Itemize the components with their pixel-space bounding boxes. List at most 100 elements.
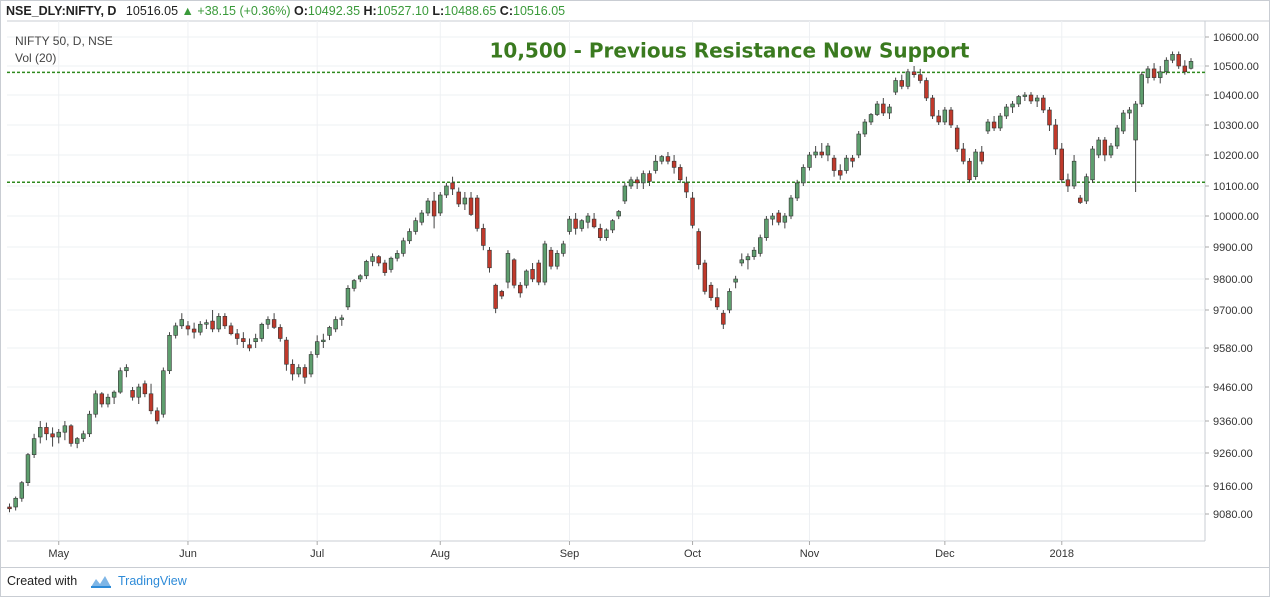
y-tick-label: 9580.00	[1213, 343, 1253, 355]
candle	[1065, 173, 1071, 192]
candle-body	[530, 269, 535, 280]
candle	[468, 192, 474, 216]
candle	[782, 213, 788, 229]
candle-body	[413, 220, 418, 232]
candle	[813, 146, 818, 159]
candle-body	[665, 156, 671, 162]
candle-body	[671, 160, 677, 168]
candle-body	[284, 339, 289, 365]
candle-body	[234, 333, 240, 339]
candle-body	[1090, 148, 1095, 181]
candle	[444, 182, 449, 198]
candle-body	[536, 262, 541, 283]
candle-body	[1047, 109, 1052, 126]
candle	[247, 338, 252, 352]
candle-body	[167, 335, 172, 372]
candle-body	[376, 256, 381, 264]
x-tick-label: Jul	[310, 548, 324, 560]
candle	[124, 364, 129, 378]
candle-body	[714, 297, 720, 308]
candle-body	[19, 482, 25, 499]
candle	[456, 187, 461, 207]
grid	[7, 20, 1269, 542]
candle-body	[1108, 145, 1114, 156]
candle	[25, 453, 31, 486]
candle	[413, 217, 418, 235]
candle	[222, 313, 228, 329]
open-label: O:	[294, 4, 308, 18]
candle	[924, 77, 929, 101]
candle-body	[31, 438, 37, 455]
candle	[7, 503, 12, 513]
time-axis[interactable]: May Jun Jul Aug Sep Oct Nov Dec 2018	[48, 541, 1074, 560]
candle	[850, 155, 855, 168]
candle	[604, 228, 609, 241]
price-chart[interactable]: 9080.00 9160.00 9260.00 9360.00 9460.00 9580.…	[1, 1, 1269, 567]
candle-body	[634, 179, 640, 184]
y-tick-label: 9460.00	[1213, 382, 1253, 394]
candle-body	[862, 121, 868, 135]
candle	[241, 332, 246, 348]
tradingview-link[interactable]: TradingView	[118, 574, 187, 588]
candle-body	[487, 249, 492, 269]
candle-body	[696, 231, 701, 265]
symbol-name[interactable]: NSE_DLY:NIFTY, D	[6, 4, 117, 18]
candle	[770, 213, 775, 226]
candle-body	[394, 253, 400, 259]
candle-body	[56, 431, 61, 438]
candle-body	[1041, 97, 1046, 111]
candle	[899, 74, 904, 90]
price-axis[interactable]: 9080.00 9160.00 9260.00 9360.00 9460.00 9580.…	[1205, 32, 1259, 521]
candle-body	[253, 338, 258, 342]
candle-body	[99, 393, 105, 405]
candle	[44, 422, 49, 441]
candle	[856, 131, 861, 159]
candle	[825, 143, 831, 162]
y-tick-label: 10500.00	[1213, 61, 1259, 73]
y-tick-label: 9800.00	[1213, 274, 1253, 286]
candle-body	[191, 328, 197, 333]
candle-body	[1004, 106, 1009, 117]
candle-body	[622, 185, 628, 202]
candle-body	[308, 354, 314, 375]
candle	[487, 247, 492, 273]
candle	[259, 322, 265, 342]
candle-body	[954, 127, 960, 150]
candle	[610, 219, 615, 234]
candle-body	[610, 220, 615, 231]
candle-body	[819, 151, 824, 156]
x-tick-label: Sep	[560, 548, 580, 560]
candle	[1170, 51, 1175, 64]
candle-body	[1053, 124, 1058, 150]
candle-body	[998, 115, 1003, 129]
candle	[321, 333, 326, 348]
candle-body	[431, 200, 437, 217]
candle	[1151, 63, 1157, 81]
candle	[93, 390, 98, 418]
candle-body	[462, 197, 468, 205]
candle-body	[81, 433, 86, 439]
candle	[419, 210, 425, 226]
legend-volume: Vol (20)	[15, 51, 56, 65]
candle-body	[388, 257, 394, 270]
candle	[807, 152, 812, 171]
candle-body	[659, 156, 664, 162]
candle-body	[647, 173, 652, 182]
candle-body	[684, 182, 689, 193]
candle	[1016, 95, 1021, 107]
candle-body	[111, 391, 117, 398]
candle	[198, 321, 203, 336]
candle-body	[813, 151, 818, 156]
candle-body	[764, 218, 769, 239]
candle	[647, 170, 652, 186]
tradingview-logo-icon[interactable]	[89, 573, 113, 596]
candle	[431, 192, 437, 229]
candle-body	[961, 148, 966, 162]
candle	[99, 392, 105, 408]
candle	[1127, 107, 1132, 119]
candle	[111, 390, 117, 404]
candle-body	[278, 327, 283, 339]
candle-body	[1022, 94, 1028, 97]
candle-body	[1158, 71, 1163, 78]
candle	[991, 116, 997, 131]
